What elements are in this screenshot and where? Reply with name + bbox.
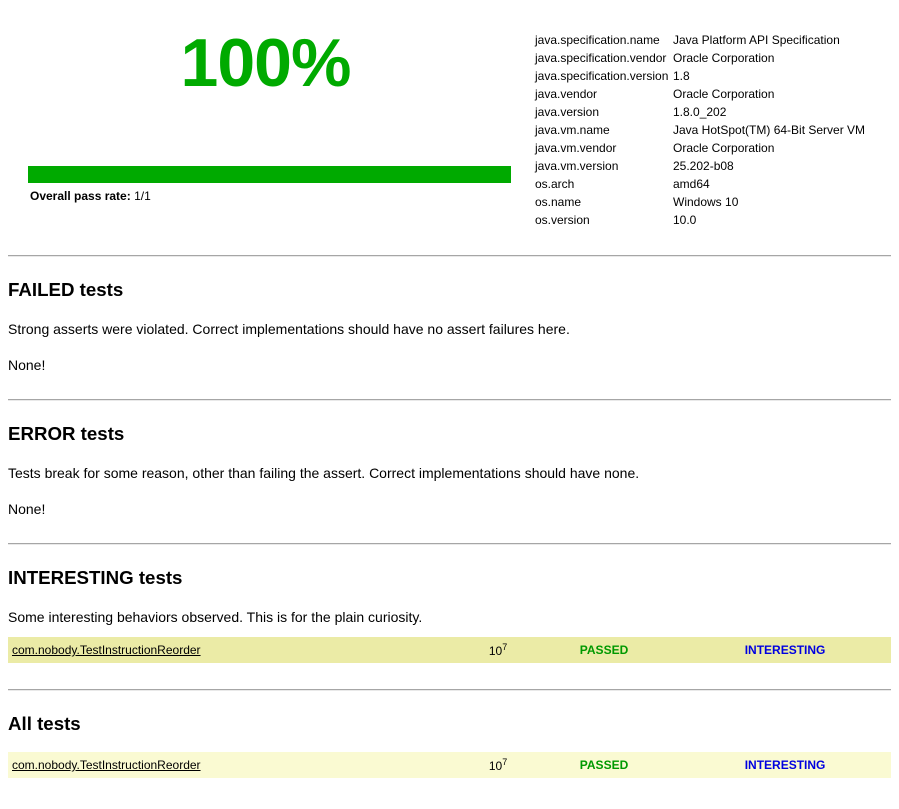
env-value: Oracle Corporation	[673, 87, 775, 101]
table-row: com.nobody.TestInstructionReorder 107 PA…	[8, 752, 891, 778]
all-tests-table: com.nobody.TestInstructionReorder 107 PA…	[8, 752, 891, 778]
env-key: os.arch	[535, 177, 575, 191]
flag-cell: INTERESTING	[679, 752, 891, 778]
error-tests-description: Tests break for some reason, other than …	[8, 465, 640, 481]
error-tests-empty: None!	[8, 501, 46, 517]
interesting-tests-table: com.nobody.TestInstructionReorder 107 PA…	[8, 637, 891, 663]
env-value: amd64	[673, 177, 710, 191]
failed-tests-empty: None!	[8, 357, 46, 373]
result-badge: PASSED	[579, 758, 629, 772]
test-name-cell: com.nobody.TestInstructionReorder	[8, 637, 467, 663]
env-value: 10.0	[673, 213, 697, 227]
env-value: Windows 10	[673, 195, 739, 209]
sample-count-exponent: 7	[502, 757, 508, 767]
env-value: Oracle Corporation	[673, 141, 775, 155]
env-row: os.name Windows 10	[535, 193, 865, 211]
sample-count-cell: 107	[467, 752, 529, 778]
failed-tests-description: Strong asserts were violated. Correct im…	[8, 321, 570, 337]
sample-count-cell: 107	[467, 637, 529, 663]
pass-rate-progress-bar	[28, 166, 511, 184]
result-badge: PASSED	[579, 643, 629, 657]
pass-rate-value: 1/1	[134, 189, 151, 204]
environment-properties: java.specification.name Java Platform AP…	[535, 8, 865, 229]
interesting-badge: INTERESTING	[744, 643, 826, 657]
env-row: os.arch amd64	[535, 175, 865, 193]
env-value: 25.202-b08	[673, 159, 734, 173]
env-value: Java Platform API Specification	[673, 33, 840, 47]
env-key: java.vendor	[535, 87, 598, 101]
section-divider	[8, 543, 891, 545]
flag-cell: INTERESTING	[679, 637, 891, 663]
section-divider	[8, 689, 891, 691]
env-row: java.version 1.8.0_202	[535, 103, 865, 121]
pass-rate-label: Overall pass rate:	[30, 189, 131, 204]
interesting-badge: INTERESTING	[744, 758, 826, 772]
env-row: os.version 10.0	[535, 211, 865, 229]
sample-count-exponent: 7	[502, 642, 508, 652]
all-tests-heading: All tests	[8, 713, 81, 734]
overall-pass-rate: Overall pass rate: 1/1	[30, 189, 523, 203]
result-cell: PASSED	[529, 752, 679, 778]
env-row: java.vendor Oracle Corporation	[535, 85, 865, 103]
env-row: java.specification.vendor Oracle Corpora…	[535, 49, 865, 67]
env-value: Oracle Corporation	[673, 51, 775, 65]
env-value: Java HotSpot(TM) 64-Bit Server VM	[673, 123, 866, 137]
table-row: com.nobody.TestInstructionReorder 107 PA…	[8, 637, 891, 663]
pass-ribbon: 100% Overall pass rate: 1/1	[8, 8, 523, 203]
overall-pass-percent: 100%	[180, 25, 352, 101]
env-key: java.specification.version	[535, 69, 669, 83]
env-key: os.name	[535, 195, 582, 209]
env-value: 1.8.0_202	[673, 105, 727, 119]
env-row: java.specification.version 1.8	[535, 67, 865, 85]
env-row: java.specification.name Java Platform AP…	[535, 31, 865, 49]
result-cell: PASSED	[529, 637, 679, 663]
environment-table: java.specification.name Java Platform AP…	[535, 31, 865, 229]
env-key: java.vm.vendor	[535, 141, 617, 155]
env-key: java.specification.name	[535, 33, 660, 47]
pass-rate-progress-fill	[28, 166, 511, 184]
error-tests-heading: ERROR tests	[8, 423, 125, 444]
env-key: java.vm.version	[535, 159, 619, 173]
section-divider	[8, 255, 891, 257]
failed-tests-heading: FAILED tests	[8, 279, 124, 300]
report-header: 100% Overall pass rate: 1/1 java.specifi…	[8, 8, 891, 229]
env-key: java.specification.vendor	[535, 51, 667, 65]
env-row: java.vm.name Java HotSpot(TM) 64-Bit Ser…	[535, 121, 865, 139]
section-divider	[8, 399, 891, 401]
test-link[interactable]: com.nobody.TestInstructionReorder	[12, 758, 201, 772]
interesting-tests-heading: INTERESTING tests	[8, 567, 183, 588]
env-value: 1.8	[673, 69, 690, 83]
env-row: java.vm.vendor Oracle Corporation	[535, 139, 865, 157]
test-link[interactable]: com.nobody.TestInstructionReorder	[12, 643, 201, 657]
env-key: java.version	[535, 105, 600, 119]
env-row: java.vm.version 25.202-b08	[535, 157, 865, 175]
env-key: os.version	[535, 213, 590, 227]
test-name-cell: com.nobody.TestInstructionReorder	[8, 752, 467, 778]
env-key: java.vm.name	[535, 123, 610, 137]
interesting-tests-description: Some interesting behaviors observed. Thi…	[8, 609, 423, 625]
sample-count-base: 10	[488, 759, 503, 773]
sample-count-base: 10	[488, 644, 503, 658]
